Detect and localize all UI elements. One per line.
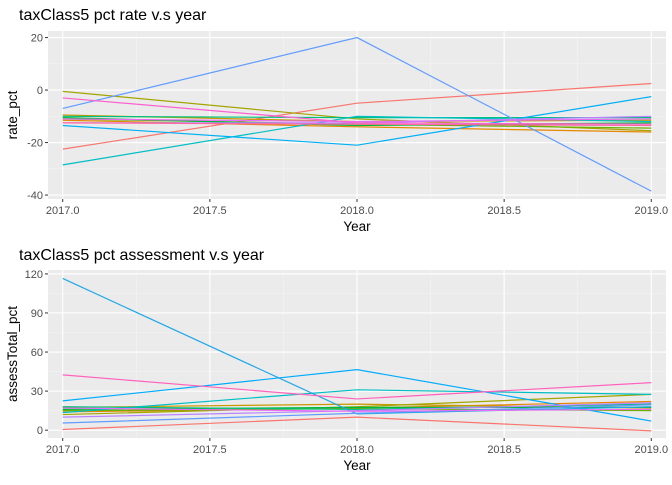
- series-line-12: [62, 402, 652, 418]
- x-tick-label: 2017.0: [46, 444, 80, 456]
- assessment-chart-title: taxClass5 pct assessment v.s year: [19, 247, 265, 264]
- assessment-series-lines: [62, 277, 652, 432]
- assessment-y-axis-title: assessTotal_pct: [5, 306, 20, 402]
- series-line-7: [62, 115, 652, 119]
- y-tick-label: -40: [27, 190, 43, 202]
- series-line-11: [62, 404, 652, 424]
- x-tick-label: 2018.0: [340, 205, 374, 217]
- series-line-1: [62, 416, 652, 432]
- series-line-14: [62, 122, 652, 127]
- assessment-x-axis-title: Year: [343, 458, 371, 473]
- x-tick-label: 2017.5: [193, 205, 227, 217]
- y-tick-label: -20: [27, 138, 43, 150]
- series-line-1: [62, 82, 652, 150]
- series-line-12: [62, 118, 652, 123]
- x-tick-label: 2017.5: [193, 444, 227, 456]
- assessment-grid: [48, 270, 666, 438]
- x-tick-label: 2018.5: [487, 205, 521, 217]
- x-tick-label: 2017.0: [46, 205, 80, 217]
- rate-x-axis-title: Year: [343, 219, 371, 234]
- y-tick-label: 90: [31, 308, 43, 320]
- x-tick-label: 2018.5: [487, 444, 521, 456]
- series-line-14: [62, 374, 652, 400]
- y-tick-label: 20: [31, 33, 43, 45]
- series-line-10: [62, 36, 652, 192]
- series-line-4: [62, 393, 652, 416]
- y-tick-label: 0: [37, 425, 43, 437]
- y-tick-label: 60: [31, 347, 43, 359]
- x-tick-label: 2018.0: [340, 444, 374, 456]
- series-line-3: [62, 403, 652, 409]
- x-tick-label: 2019.0: [634, 444, 668, 456]
- assessment-chart: taxClass5 pct assessment v.s year 0 30 60 9…: [5, 247, 668, 473]
- y-tick-label: 120: [25, 269, 43, 281]
- series-line-9: [62, 369, 652, 422]
- rate-series-lines: [62, 36, 652, 192]
- y-tick-label: 0: [37, 85, 43, 97]
- y-tick-label: 30: [31, 386, 43, 398]
- assessment-axes: 0 30 60 90 120 2017.0 2017.5 2018.0 2018.5 2019.0: [25, 269, 668, 456]
- series-line-8: [62, 389, 652, 414]
- series-line-9: [62, 96, 652, 146]
- series-line-10: [62, 277, 652, 415]
- series-line-13: [62, 97, 652, 125]
- x-tick-label: 2019.0: [634, 205, 668, 217]
- series-line-13: [62, 407, 652, 412]
- rate-chart-title: taxClass5 pct rate v.s year: [19, 7, 207, 24]
- rate-axes: -40 -20 0 20 2017.0 2017.5 2018.0 2018.5 2019.0: [27, 33, 668, 217]
- rate-chart: taxClass5 pct rate v.s year -40 -20 0 20 201…: [5, 7, 668, 234]
- rate-y-axis-title: rate_pct: [5, 90, 20, 139]
